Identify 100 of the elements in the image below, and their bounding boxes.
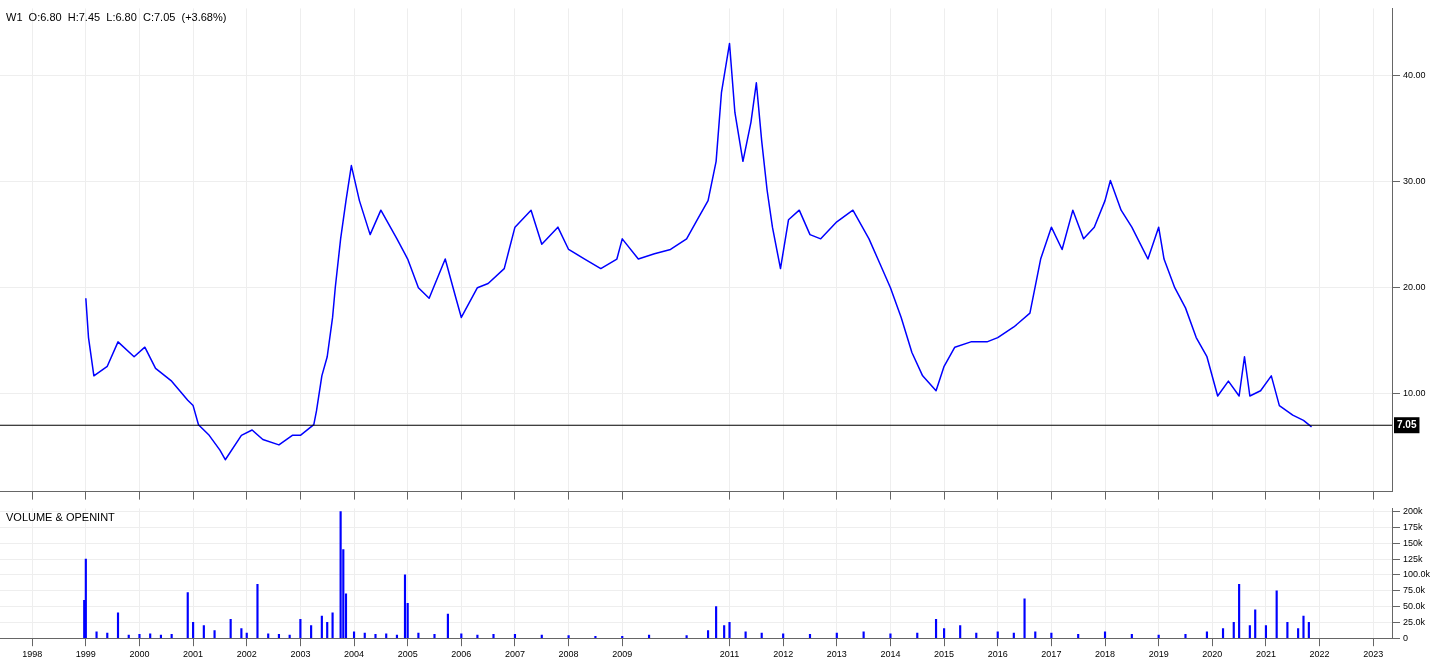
x-tick-label: 2007 <box>504 649 525 660</box>
bar <box>706 630 710 639</box>
bar <box>621 635 624 639</box>
y-tick-label: 25.0k <box>1403 616 1426 627</box>
bar <box>1248 625 1251 639</box>
bar <box>1012 632 1015 639</box>
bar <box>1184 634 1187 639</box>
bar <box>1254 609 1257 639</box>
bar <box>492 634 495 639</box>
bar <box>760 632 763 639</box>
x-tick-label: 2000 <box>129 649 150 660</box>
y-tick-label: 10.00 <box>1403 388 1426 399</box>
bar <box>192 622 195 639</box>
y-tick-label: 30.00 <box>1403 175 1426 186</box>
bar <box>213 630 216 639</box>
bar <box>363 632 366 639</box>
bar <box>1302 615 1305 639</box>
bar <box>1232 622 1235 639</box>
bar <box>943 628 946 639</box>
bar <box>1050 632 1053 639</box>
bar <box>138 634 141 639</box>
x-tick-label: 2012 <box>773 649 794 660</box>
x-tick-label: 2002 <box>236 649 257 660</box>
bar <box>299 618 302 639</box>
bar <box>331 612 334 639</box>
bar <box>1264 625 1268 639</box>
x-tick-label: 2008 <box>558 649 579 660</box>
bar <box>202 625 205 639</box>
bar <box>567 635 570 639</box>
bar <box>594 635 597 639</box>
x-tick-label: 2009 <box>612 649 633 660</box>
bar <box>723 625 726 639</box>
x-tick-label: 2003 <box>290 649 311 660</box>
x-tick-label: 2001 <box>183 649 204 660</box>
y-tick-label: 125k <box>1403 553 1424 564</box>
y-tick-label: 75.0k <box>1403 585 1426 596</box>
bar <box>889 633 892 639</box>
bar <box>417 632 420 639</box>
bar <box>320 615 323 639</box>
x-tick-label: 2018 <box>1095 649 1116 660</box>
bar <box>339 511 342 639</box>
bar <box>326 622 329 639</box>
y-tick-label: 175k <box>1403 521 1424 532</box>
bar <box>186 592 189 639</box>
y-tick-label: 20.00 <box>1403 282 1426 293</box>
bar <box>1286 622 1289 639</box>
y-tick-label: 100.0k <box>1403 569 1431 580</box>
x-tick-label: 2017 <box>1041 649 1062 660</box>
bar <box>267 633 270 639</box>
chart-title: W1 O:6.80 H:7.45 L:6.80 C:7.05 (+3.68%) <box>6 10 227 23</box>
bar <box>916 632 919 639</box>
bar <box>835 632 838 639</box>
x-tick-label: 2004 <box>344 649 365 660</box>
x-tick-label: 2006 <box>451 649 472 660</box>
bar <box>715 606 718 639</box>
x-tick-label: 2016 <box>987 649 1008 660</box>
bar <box>116 612 120 639</box>
bar <box>84 558 87 639</box>
bar <box>685 635 688 639</box>
x-tick-label: 2013 <box>826 649 847 660</box>
x-tick-label: 2020 <box>1202 649 1223 660</box>
x-tick-label: 2014 <box>880 649 901 660</box>
x-tick-label: 2019 <box>1148 649 1169 660</box>
x-tick-label: 2021 <box>1255 649 1276 660</box>
x-tick-label: 2005 <box>397 649 418 660</box>
bar <box>256 584 259 639</box>
bar <box>975 632 978 639</box>
bar <box>385 633 388 639</box>
bar <box>374 634 377 639</box>
bar <box>728 622 731 639</box>
bar <box>934 618 938 639</box>
bar <box>240 628 243 639</box>
x-tick-label: 1999 <box>75 649 96 660</box>
y-tick-label: 200k <box>1403 506 1424 517</box>
bar <box>1275 590 1278 639</box>
bar <box>106 632 109 639</box>
bar <box>1221 628 1225 639</box>
bar <box>1238 584 1241 639</box>
bar <box>446 613 449 639</box>
bar <box>149 633 152 639</box>
x-tick-label: 2015 <box>934 649 955 660</box>
x-tick-label: 2022 <box>1309 649 1330 660</box>
ref-line-label: 7.05 <box>1397 418 1417 430</box>
y-tick-label: 50.0k <box>1403 601 1426 612</box>
bar <box>782 633 785 639</box>
bar <box>403 574 407 639</box>
bar <box>433 634 436 639</box>
x-tick-label: 2023 <box>1363 649 1384 660</box>
y-tick-label: 40.00 <box>1403 69 1426 80</box>
bar <box>310 625 313 639</box>
chart-title: VOLUME & OPENINT <box>6 510 116 523</box>
bar <box>460 633 463 639</box>
bar <box>245 632 248 639</box>
bar <box>229 618 232 639</box>
bar <box>95 631 98 639</box>
x-tick-label: 1998 <box>22 649 43 660</box>
bar <box>1307 622 1310 639</box>
y-tick-label: 150k <box>1403 537 1424 548</box>
bar <box>1297 628 1300 639</box>
bar <box>959 625 962 639</box>
